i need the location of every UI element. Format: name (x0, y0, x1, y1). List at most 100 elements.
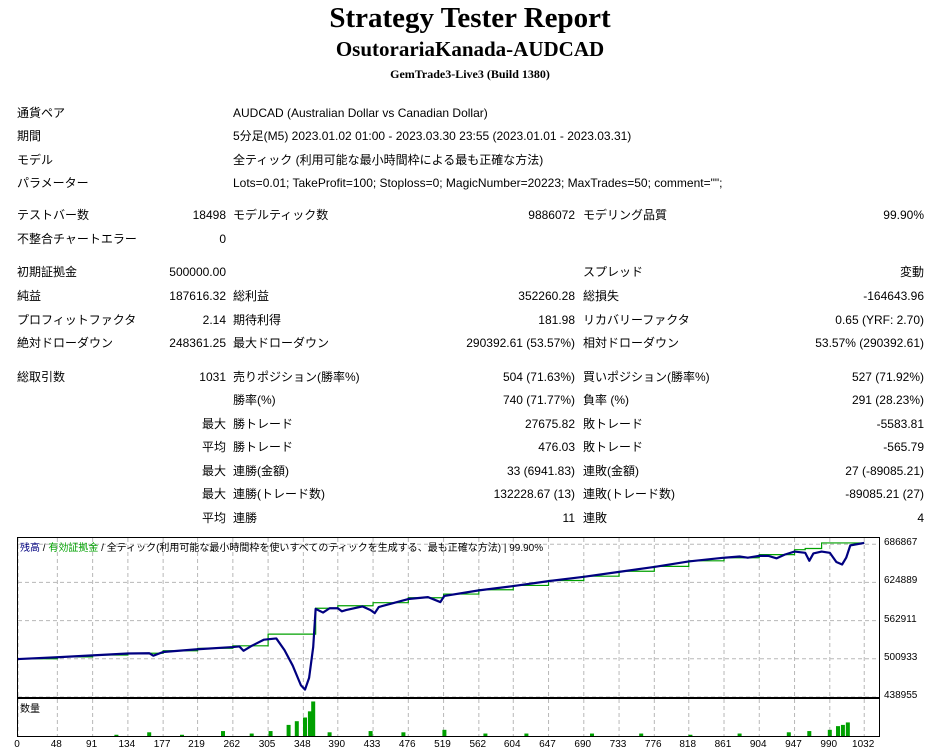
gross-profit-label: 総利益 (233, 289, 270, 303)
consec-win-cnt-label: 連勝(トレード数) (233, 487, 325, 501)
gross-loss-value: -164643.96 (863, 289, 924, 303)
x-tick-label: 562 (469, 739, 487, 750)
parameters-label: パラメーター (17, 176, 89, 190)
volume-bar (286, 724, 291, 736)
x-tick-label: 177 (153, 739, 171, 750)
errors-value: 0 (219, 232, 226, 246)
expected-payoff-value: 181.98 (538, 313, 575, 327)
expected-payoff-label: 期待利得 (233, 313, 282, 327)
volume-bar (688, 734, 693, 736)
avg-loss-streak-label: 連敗 (583, 511, 608, 525)
x-tick-label: 818 (679, 739, 697, 750)
volume-bar (307, 711, 312, 736)
legend-model: 全ティック(利用可能な最小時間枠を使いすべてのティックを生成する、最も正確な方法… (106, 543, 502, 554)
total-trades-label: 総取引数 (17, 370, 66, 384)
avg-win-streak-label: 連勝 (233, 511, 258, 525)
net-profit-value: 187616.32 (169, 289, 226, 303)
loss-rate-value: 291 (28.23%) (851, 393, 924, 407)
x-tick-label: 219 (188, 739, 205, 750)
x-tick-label: 305 (258, 739, 276, 750)
x-tick-label: 647 (539, 739, 556, 750)
consec-win-amt-value: 33 (6941.83) (506, 464, 575, 478)
volume-bar (221, 731, 225, 736)
max-consec-amt-label: 最大 (201, 464, 226, 478)
x-tick-label: 947 (785, 739, 802, 750)
x-tick-label: 134 (118, 739, 136, 750)
avg-loss-label: 敗トレード (583, 440, 644, 454)
chart-legend: 残高 / 有効証拠金 / 全ティック(利用可能な最小時間枠を使いすべてのティック… (20, 543, 544, 554)
volume-label: 数量 (20, 704, 40, 715)
volume-bar (836, 726, 840, 736)
symbol-label: 通貨ペア (17, 106, 66, 120)
x-tick-label: 262 (223, 739, 241, 750)
average-label: 平均 (201, 440, 226, 454)
volume-chart-plot (18, 699, 865, 736)
short-positions-value: 504 (71.63%) (502, 370, 575, 384)
volume-bar (147, 732, 152, 736)
profit-factor-label: プロフィットファクタ (17, 313, 137, 327)
volume-bar (786, 732, 791, 736)
volume-bar (483, 733, 488, 736)
long-positions-label: 買いポジション(勝率%) (583, 370, 710, 384)
volume-bar (268, 731, 273, 736)
y-tick-label: 624889 (884, 575, 918, 587)
avg-loss-streak-value: 4 (917, 511, 924, 525)
avg-streak-label: 平均 (201, 511, 226, 525)
win-rate-label: 勝率(%) (233, 393, 276, 407)
x-tick-label: 690 (574, 739, 592, 750)
report-title: Strategy Tester Report (329, 2, 611, 34)
x-tick-label: 433 (363, 739, 381, 750)
legend-quality: 99.90% (509, 543, 544, 554)
avg-win-value: 476.03 (538, 440, 575, 454)
volume-bar (590, 733, 594, 736)
quality-label: モデリング品質 (583, 208, 668, 222)
loss-rate-label: 負率 (%) (583, 393, 629, 407)
volume-bar (311, 701, 316, 736)
volume-bar (840, 724, 845, 736)
rel-drawdown-value: 53.57% (290392.61) (815, 336, 924, 350)
server-build: GemTrade3-Live3 (Build 1380) (390, 67, 550, 81)
volume-bar (249, 733, 254, 736)
volume-chart: 数量 (17, 698, 880, 737)
volume-bar (294, 721, 299, 736)
volume-bar (114, 734, 119, 736)
profit-factor-value: 2.14 (202, 313, 226, 327)
spread-label: スプレッド (583, 265, 644, 279)
consec-win-amt-label: 連勝(金額) (233, 464, 289, 478)
y-tick-label: 438955 (884, 690, 918, 701)
x-tick-label: 990 (820, 739, 838, 750)
spread-value: 変動 (899, 265, 924, 279)
x-tick-label: 776 (644, 739, 662, 750)
ticks-value: 9886072 (528, 208, 575, 222)
abs-drawdown-label: 絶対ドローダウン (17, 336, 114, 350)
x-tick-label: 604 (503, 739, 521, 750)
largest-loss-value: -5583.81 (876, 417, 924, 431)
avg-win-label: 勝トレード (233, 440, 294, 454)
volume-bar (524, 733, 529, 736)
volume-bar (639, 733, 644, 736)
net-profit-label: 純益 (17, 289, 42, 303)
bars-value: 18498 (192, 208, 226, 222)
period-value: 5分足(M5) 2023.01.02 01:00 - 2023.03.30 23… (233, 129, 632, 143)
volume-bar (180, 734, 184, 736)
largest-win-label: 勝トレード (233, 417, 294, 431)
parameters-value: Lots=0.01; TakeProfit=100; Stoploss=0; M… (233, 176, 723, 190)
recovery-factor-value: 0.65 (YRF: 2.70) (835, 313, 924, 327)
y-tick-label: 500933 (884, 651, 918, 663)
max-drawdown-label: 最大ドローダウン (233, 336, 330, 350)
win-rate-value: 740 (71.77%) (502, 393, 575, 407)
avg-win-streak-value: 11 (562, 511, 575, 525)
avg-loss-value: -565.79 (883, 440, 924, 454)
model-value: 全ティック (利用可能な最小時間枠による最も正確な方法) (233, 153, 544, 167)
gross-loss-label: 総損失 (583, 289, 620, 303)
y-tick-label: 562911 (884, 613, 917, 625)
largest-label: 最大 (201, 417, 226, 431)
errors-label: 不整合チャートエラー (17, 232, 137, 246)
x-tick-label: 1032 (852, 739, 875, 750)
x-tick-label: 733 (609, 739, 627, 750)
consec-loss-cnt-label: 連敗(トレード数) (583, 487, 675, 501)
consec-loss-amt-label: 連敗(金額) (583, 464, 639, 478)
volume-bar (368, 731, 373, 736)
y-tick-label: 686867 (884, 537, 918, 549)
x-tick-label: 91 (86, 739, 98, 750)
